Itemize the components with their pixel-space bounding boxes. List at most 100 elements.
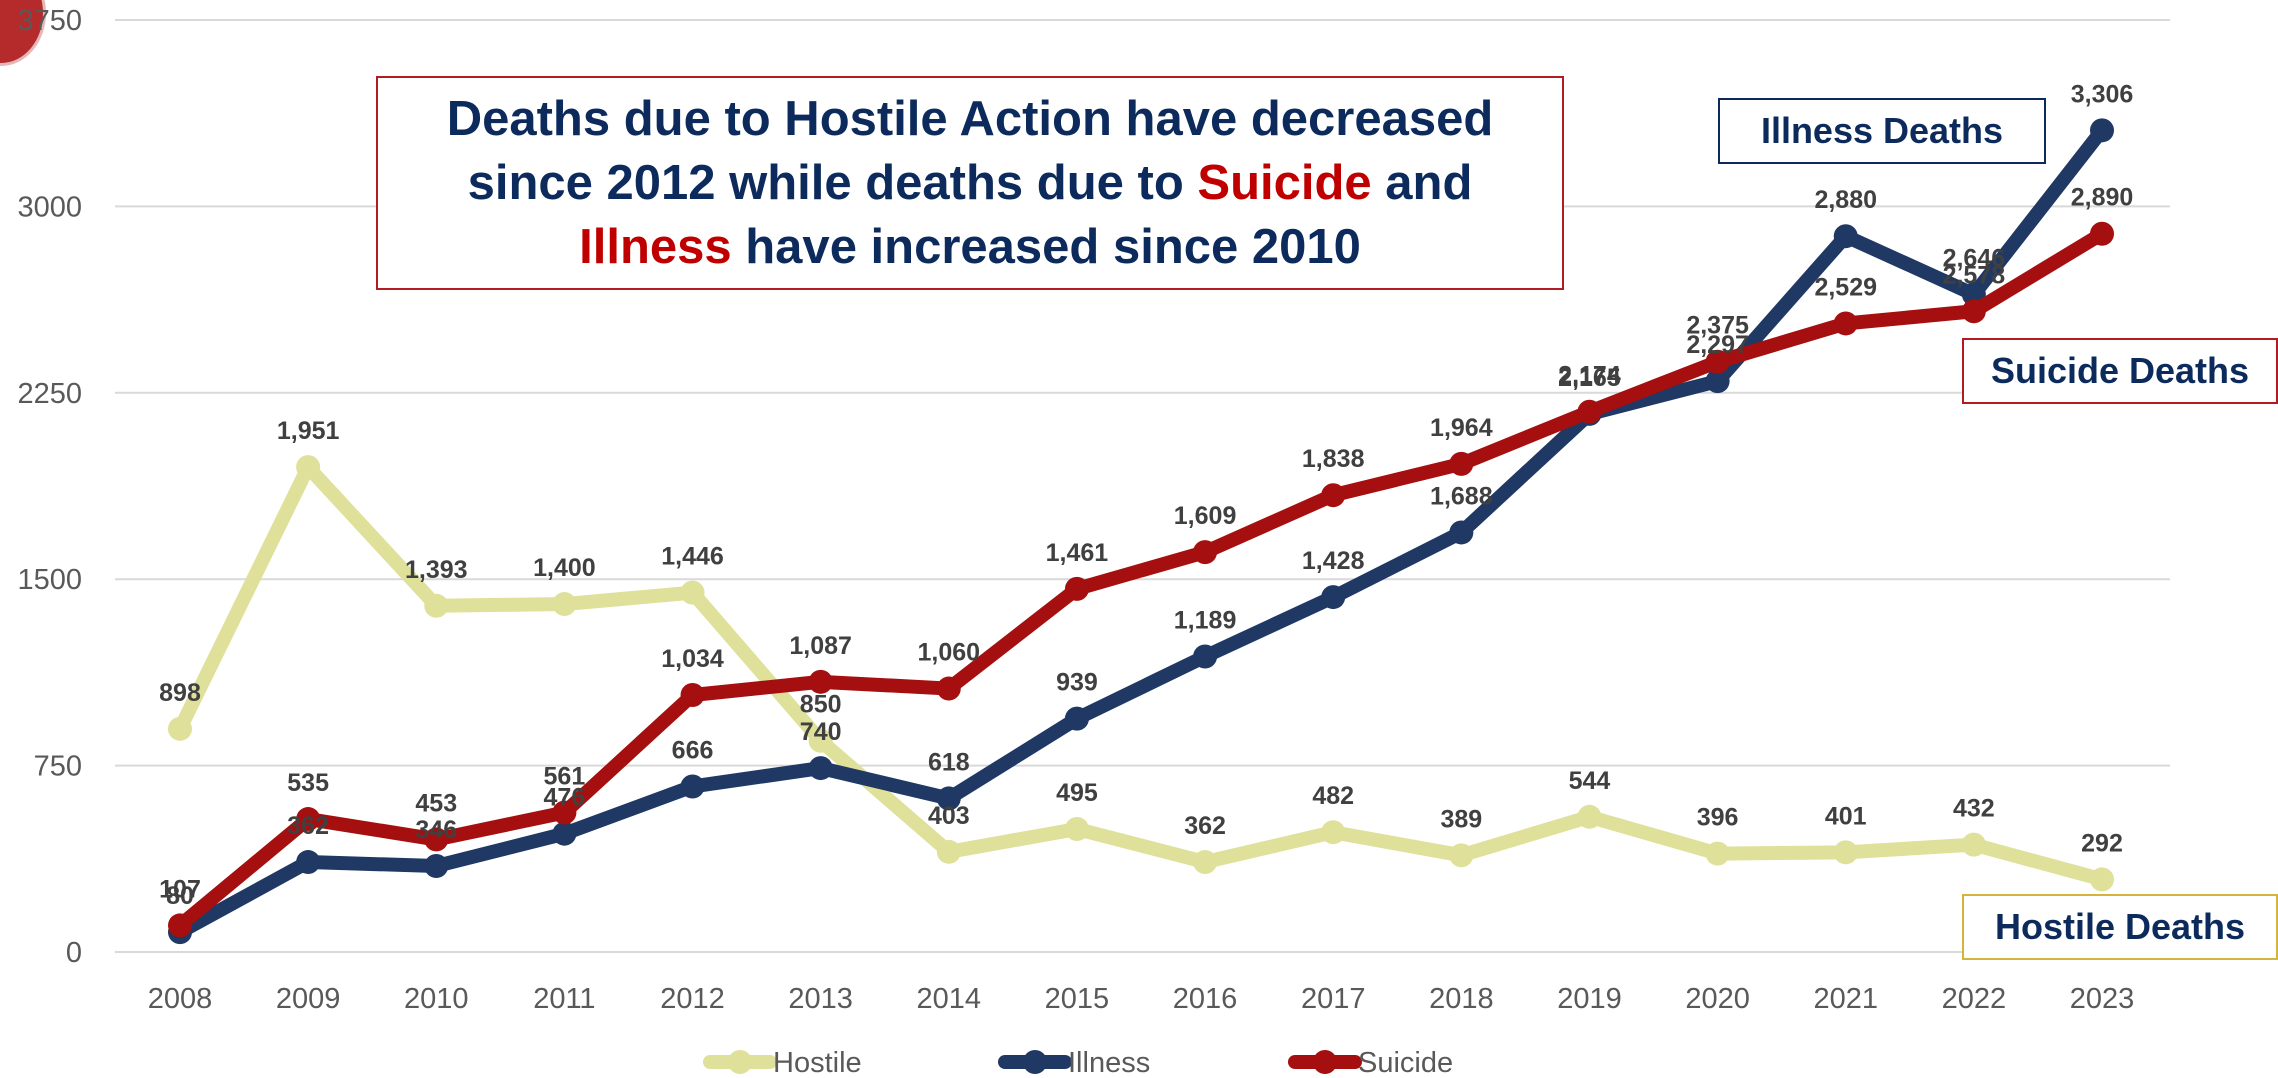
x-tick-label: 2010 xyxy=(404,983,469,1015)
y-tick-label: 2250 xyxy=(17,378,82,410)
illness-data-label: 666 xyxy=(672,736,714,764)
x-tick-label: 2017 xyxy=(1301,983,1366,1015)
suicide-point xyxy=(808,669,833,694)
hostile-series-line xyxy=(173,460,2109,887)
series-group xyxy=(168,118,2114,945)
illness-data-label: 618 xyxy=(928,748,970,776)
hostile-data-label: 1,393 xyxy=(405,556,468,584)
illness-point xyxy=(936,786,961,811)
x-axis-ticks: 2008 2009 2010 2011 2012 2013 2014 2015 2016 2017… xyxy=(148,983,2135,1015)
hostile-point xyxy=(552,592,577,617)
illness-point xyxy=(296,850,321,875)
illness-legend-marker xyxy=(1023,1050,1047,1074)
suicide-data-label: 1,964 xyxy=(1430,414,1493,442)
hostile-data-label: 495 xyxy=(1056,779,1098,807)
hostile-legend-marker xyxy=(728,1050,752,1074)
suicide-data-label: 1,034 xyxy=(661,645,724,673)
illness-data-label: 2,297 xyxy=(1686,331,1749,359)
illness-point xyxy=(424,854,449,879)
illness-point xyxy=(1705,369,1730,394)
suicide-point xyxy=(1577,399,1602,424)
hostile-data-label: 850 xyxy=(800,691,842,719)
hostile-data-label: 401 xyxy=(1825,802,1867,830)
suicide-data-label: 453 xyxy=(415,789,457,817)
illness-data-label: 939 xyxy=(1056,669,1098,697)
y-tick-label: 750 xyxy=(34,751,82,783)
illness-data-label: 1,189 xyxy=(1174,606,1237,634)
illness-data-label: 1,688 xyxy=(1430,482,1493,510)
headline-line-1: Deaths due to Hostile Action have decrea… xyxy=(446,92,1494,146)
illness-data-label: 740 xyxy=(800,718,842,746)
headline-line-2: since 2012 while deaths due to Suicide a… xyxy=(467,156,1473,210)
suicide-data-label: 107 xyxy=(159,875,201,903)
hostile-point xyxy=(2090,867,2114,892)
suicide-data-label: 1,838 xyxy=(1302,445,1365,473)
suicide-data-label: 1,461 xyxy=(1046,539,1109,567)
suicide-data-label: 1,087 xyxy=(789,632,852,660)
illness-data-label: 2,880 xyxy=(1814,186,1877,214)
x-tick-label: 2014 xyxy=(917,983,982,1015)
illness-point xyxy=(1449,520,1474,545)
illness-data-label: 1,428 xyxy=(1302,547,1365,575)
suicide-data-label: 2,375 xyxy=(1686,312,1749,340)
suicide-point xyxy=(1449,451,1474,476)
suicide-point xyxy=(552,800,577,825)
x-tick-label: 2013 xyxy=(788,983,853,1015)
hostile-point xyxy=(1961,832,1986,857)
hostile-point xyxy=(1449,843,1474,868)
suicide-data-label: 561 xyxy=(544,763,586,791)
hostile-point xyxy=(1705,841,1730,866)
suicide-deaths-tag: Suicide Deaths xyxy=(1962,338,2278,404)
hostile-point xyxy=(1577,804,1602,829)
illness-series-line xyxy=(173,123,2109,940)
suicide-series-line xyxy=(173,226,2109,933)
hostile-point xyxy=(680,580,705,605)
suicide-point xyxy=(2090,221,2114,246)
hostile-data-label: 389 xyxy=(1440,805,1482,833)
y-axis-ticks: 0 750 1500 2250 3000 3750 xyxy=(17,5,82,969)
hostile-data-label: 432 xyxy=(1953,795,1995,823)
suicide-data-label: 1,609 xyxy=(1174,502,1237,530)
suicide-point xyxy=(1833,311,1858,336)
suicide-data-label: 2,529 xyxy=(1814,273,1877,301)
suicide-point xyxy=(1193,540,1218,565)
illness-point xyxy=(1193,644,1218,669)
suicide-data-label: 2,174 xyxy=(1558,362,1621,390)
suicide-point xyxy=(1321,483,1346,508)
hostile-data-label: 1,951 xyxy=(277,417,340,445)
illness-point xyxy=(2090,118,2114,143)
hostile-data-label: 403 xyxy=(928,802,970,830)
x-tick-label: 2020 xyxy=(1685,983,1750,1015)
illness-point xyxy=(680,774,705,799)
x-tick-label: 2016 xyxy=(1173,983,1238,1015)
headline-box: Deaths due to Hostile Action have decrea… xyxy=(376,76,1564,290)
legend: Hostile Illness Suicide xyxy=(703,1047,1453,1078)
hostile-point xyxy=(1833,840,1858,865)
illness-data-label: 346 xyxy=(415,816,457,844)
illness-data-label: 3,306 xyxy=(2071,80,2134,108)
y-tick-label: 1500 xyxy=(17,564,82,596)
suicide-data-label: 1,060 xyxy=(918,639,981,667)
illness-point xyxy=(1833,224,1858,249)
y-tick-label: 0 xyxy=(66,937,82,969)
illness-point xyxy=(552,821,577,846)
hostile-point xyxy=(1064,816,1089,841)
hostile-data-label: 898 xyxy=(159,679,201,707)
illness-data-label: 362 xyxy=(287,812,329,840)
suicide-point xyxy=(168,913,192,938)
suicide-legend-label: Suicide xyxy=(1358,1047,1453,1078)
suicide-data-label: 535 xyxy=(287,769,329,797)
hostile-data-label: 544 xyxy=(1569,767,1611,795)
suicide-data-label: 2,578 xyxy=(1943,261,2006,289)
hostile-data-label: 482 xyxy=(1312,782,1354,810)
headline-line-3: Illness have increased since 2010 xyxy=(579,220,1361,274)
headline-suicide-word: Suicide xyxy=(1197,156,1372,210)
hostile-deaths-tag: Hostile Deaths xyxy=(1962,894,2278,960)
gridlines xyxy=(115,19,2170,953)
suicide-point xyxy=(936,676,961,701)
suicide-data-label: 2,890 xyxy=(2071,184,2134,212)
x-tick-label: 2018 xyxy=(1429,983,1494,1015)
x-tick-label: 2023 xyxy=(2070,983,2135,1015)
illness-data-label: 80 xyxy=(166,882,194,910)
